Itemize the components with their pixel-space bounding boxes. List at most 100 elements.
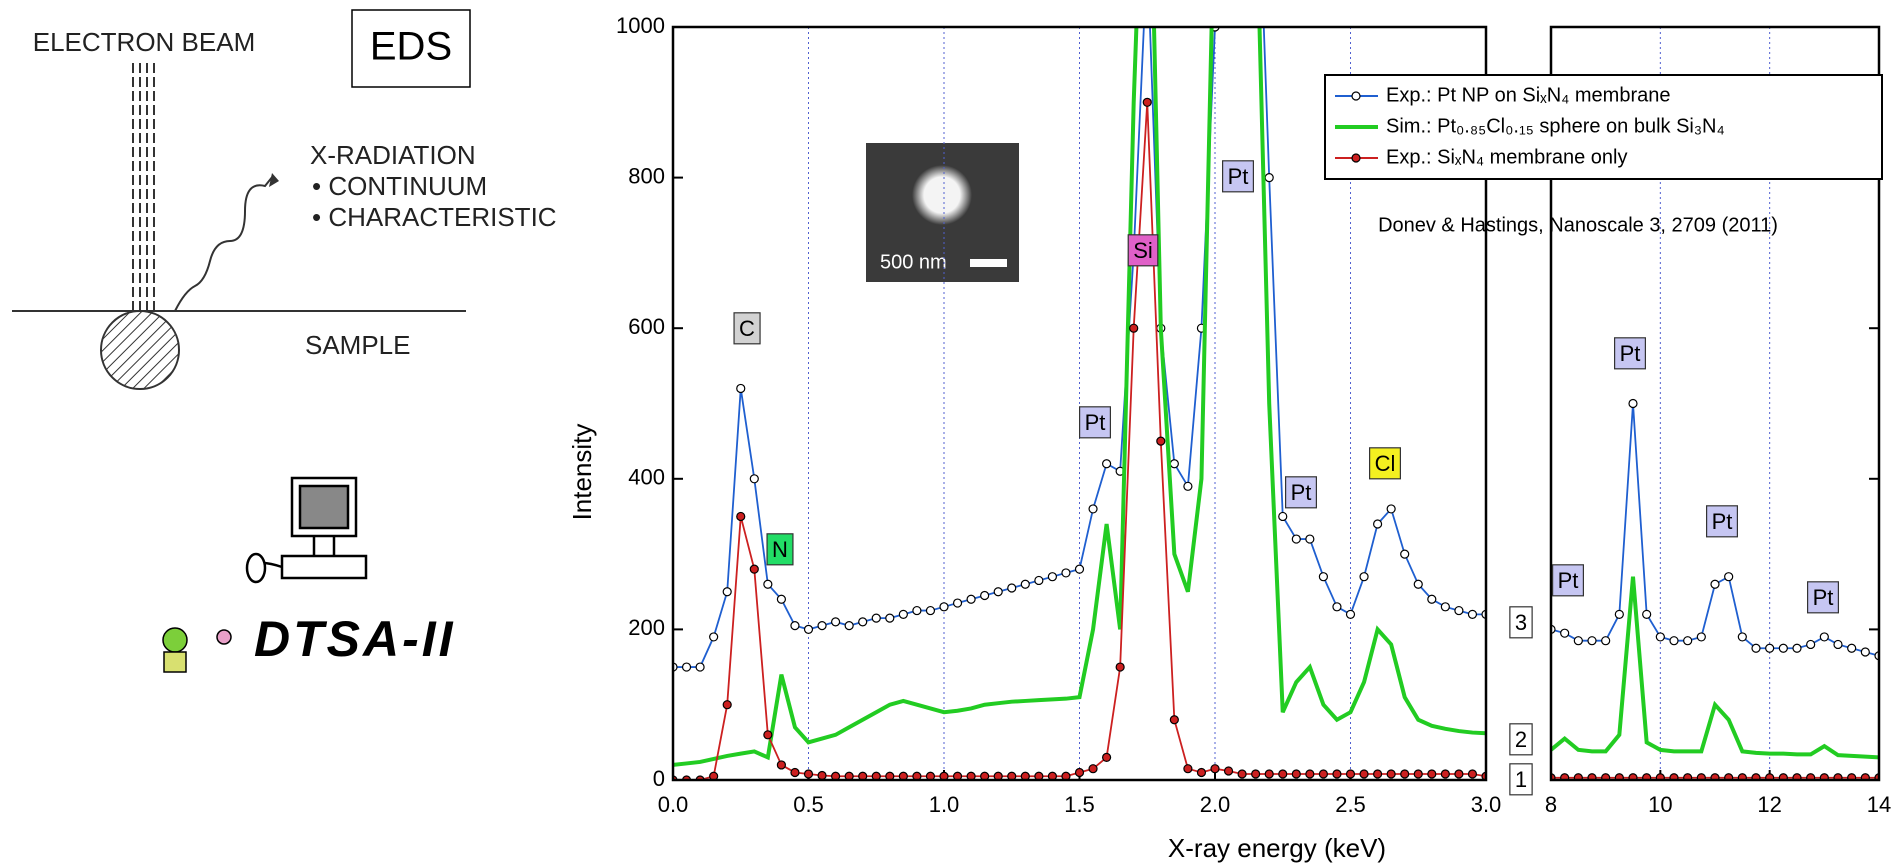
data-point — [1683, 773, 1693, 780]
data-point — [749, 564, 759, 574]
data-point — [1724, 773, 1734, 780]
data-point — [858, 771, 868, 780]
data-point — [1223, 766, 1234, 776]
data-point — [1847, 643, 1857, 653]
peak-label: Pt — [1706, 505, 1738, 538]
peak-label-text: Si — [1133, 238, 1153, 263]
data-point — [1386, 504, 1396, 514]
x-tick-label: 2.0 — [1200, 792, 1231, 817]
data-point — [1683, 636, 1693, 646]
data-point — [1628, 773, 1638, 780]
data-point — [1642, 773, 1652, 780]
curve-label: 1 — [1509, 763, 1533, 796]
x-tick-label: 3.0 — [1471, 792, 1502, 817]
y-tick-label: 1000 — [616, 13, 665, 38]
data-point — [722, 700, 732, 710]
peak-label-box — [1552, 564, 1584, 597]
dtsa-logo — [162, 476, 368, 673]
data-point — [1101, 459, 1112, 469]
peak-label: Cl — [1369, 447, 1401, 480]
data-point — [1318, 769, 1329, 779]
x-tick-label: 2.5 — [1335, 792, 1366, 817]
data-point — [1318, 572, 1329, 582]
data-point — [1655, 773, 1665, 780]
data-point — [1710, 579, 1720, 589]
data-point — [1765, 773, 1775, 780]
curve-label-text: 3 — [1515, 610, 1527, 635]
data-point — [1765, 643, 1775, 653]
peak-label: C — [733, 312, 761, 345]
legend: Exp.: Pt NP on SiₓN₄ membrane Sim.: Pt₀.₈… — [1324, 74, 1883, 180]
data-point — [681, 662, 692, 672]
scale-bar-label: 500 nm — [880, 251, 947, 273]
data-point — [1560, 628, 1570, 638]
curve-label-box — [1509, 606, 1533, 639]
data-point — [1129, 323, 1139, 333]
x-ray-arrow — [174, 175, 274, 312]
eds-box — [351, 9, 471, 88]
data-point — [1440, 769, 1450, 779]
data-point — [858, 617, 868, 627]
data-point — [831, 771, 841, 780]
plot-area — [673, 27, 1486, 780]
data-point — [1806, 639, 1816, 650]
data-point — [1169, 459, 1179, 469]
data-point — [1696, 632, 1706, 642]
characteristic-label: • CHARACTERISTIC — [312, 202, 557, 232]
data-point — [1587, 636, 1597, 646]
peak-label: Pt — [1807, 581, 1839, 614]
data-point — [1359, 572, 1369, 582]
data-point — [709, 632, 719, 642]
peak-label: N — [766, 533, 794, 566]
data-point — [1372, 519, 1383, 529]
data-point — [1061, 568, 1071, 578]
interaction-volume — [100, 310, 180, 390]
data-point — [1400, 769, 1410, 779]
data-point — [1305, 769, 1315, 779]
data-point — [1345, 769, 1356, 779]
series-line — [673, 27, 1486, 767]
scale-bar — [970, 259, 1007, 267]
radiation-label: X-RADIATION — [310, 140, 476, 170]
data-point — [1454, 605, 1464, 616]
data-point — [1737, 773, 1747, 780]
peak-label-box — [1614, 337, 1646, 370]
data-point — [1440, 602, 1450, 612]
peak-label-box — [1079, 406, 1111, 439]
data-point — [1573, 773, 1583, 780]
data-point — [1819, 632, 1829, 642]
x-tick-label: 8 — [1545, 792, 1557, 817]
data-point — [1291, 769, 1301, 779]
x-tick-label: 1.0 — [929, 792, 960, 817]
data-point — [1792, 773, 1802, 780]
data-point — [1454, 769, 1464, 779]
peak-label: Pt — [1222, 160, 1254, 193]
data-point — [993, 587, 1003, 597]
data-point — [1386, 769, 1396, 779]
data-point — [939, 771, 949, 780]
data-point — [952, 771, 963, 780]
data-point — [1427, 594, 1437, 604]
peak-label-text: C — [739, 316, 755, 341]
data-point — [736, 383, 746, 394]
data-point — [763, 730, 773, 740]
peak-label: Pt — [1614, 337, 1646, 370]
data-point — [1034, 575, 1044, 586]
data-point — [1156, 436, 1166, 446]
data-point — [1061, 771, 1071, 780]
data-point — [1628, 398, 1638, 409]
data-point — [1169, 715, 1179, 725]
legend-label: Sim.: Pt₀.₈₅Cl₀.₁₅ sphere on bulk Si₃N₄ — [1386, 115, 1725, 137]
data-point — [776, 760, 787, 770]
data-point — [1291, 534, 1301, 544]
legend-label: Exp.: SiₓN₄ membrane only — [1386, 146, 1627, 168]
data-point — [925, 605, 936, 616]
data-point — [1860, 647, 1870, 657]
peak-label-box — [766, 533, 794, 566]
citation: Donev & Hastings, Nanoscale 3, 2709 (201… — [1378, 214, 1778, 236]
data-point — [817, 770, 827, 780]
peak-label-box — [1285, 476, 1317, 509]
data-point — [1020, 579, 1030, 589]
x-tick-label: 10 — [1648, 792, 1672, 817]
data-point — [1601, 773, 1611, 780]
